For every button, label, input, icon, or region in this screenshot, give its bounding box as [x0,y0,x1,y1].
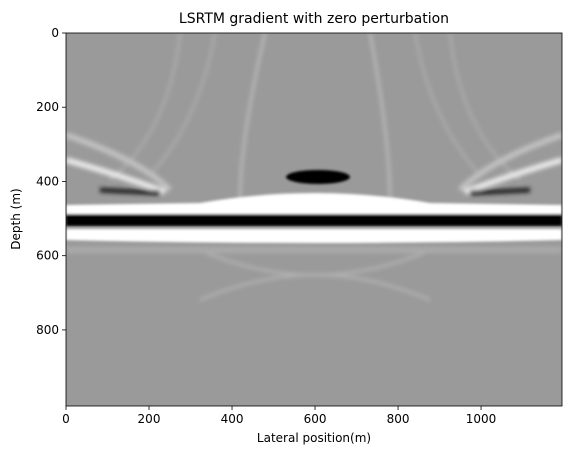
y-tick-label: 800 [36,323,59,337]
x-tick-label: 600 [304,412,327,426]
y-tick-label: 600 [36,249,59,263]
x-tick-label: 400 [221,412,244,426]
y-tick-label: 400 [36,174,59,188]
plot-frame [65,32,563,407]
y-tick-label: 0 [51,26,59,40]
seismic-image [66,33,562,406]
y-axis-label: Depth (m) [9,188,23,249]
x-tick-label: 200 [138,412,161,426]
x-tick-label: 0 [62,412,70,426]
y-tick-label: 200 [36,100,59,114]
x-tick-label: 800 [387,412,410,426]
x-axis-label: Lateral position(m) [257,431,371,445]
x-tick-label: 1000 [466,412,497,426]
chart-title: LSRTM gradient with zero perturbation [179,11,449,27]
